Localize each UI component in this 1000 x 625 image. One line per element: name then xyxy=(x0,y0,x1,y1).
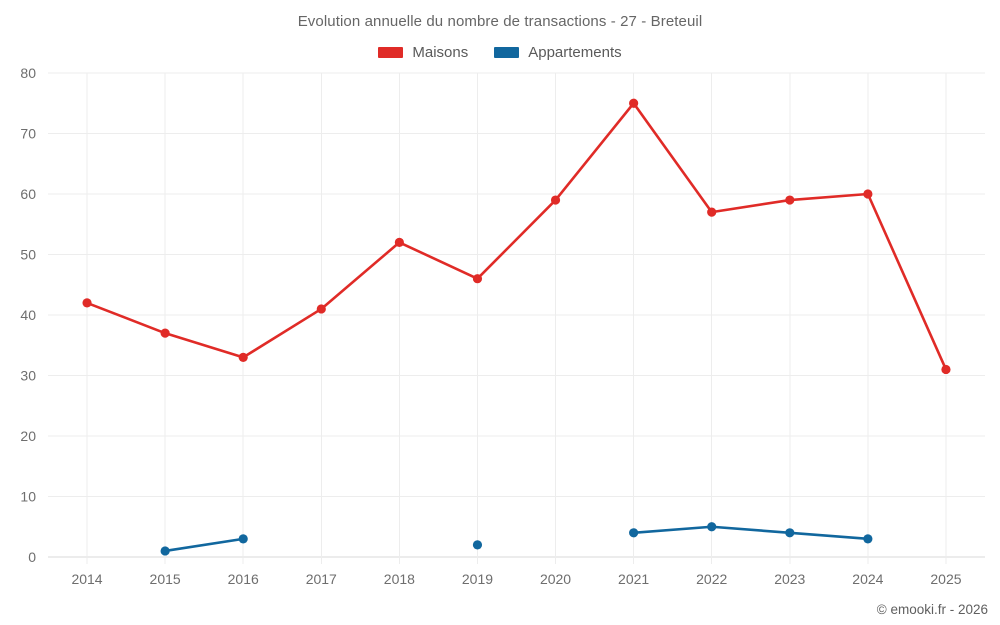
legend-item-appartements[interactable]: Appartements xyxy=(494,44,622,61)
svg-text:2017: 2017 xyxy=(306,571,337,587)
svg-text:2025: 2025 xyxy=(930,571,961,587)
svg-text:2021: 2021 xyxy=(618,571,649,587)
chart-legend: Maisons Appartements xyxy=(0,44,1000,61)
legend-item-maisons[interactable]: Maisons xyxy=(378,44,468,61)
svg-text:2024: 2024 xyxy=(852,571,883,587)
footer-credit: © emooki.fr - 2026 xyxy=(876,602,988,617)
horizontal-gridlines xyxy=(48,72,985,558)
legend-label-maisons: Maisons xyxy=(412,44,469,61)
vertical-gridlines xyxy=(86,73,947,564)
svg-text:2022: 2022 xyxy=(696,571,727,587)
svg-text:2015: 2015 xyxy=(150,571,181,587)
legend-swatch-appartements xyxy=(494,47,520,58)
legend-label-appartements: Appartements xyxy=(528,44,622,61)
svg-text:30: 30 xyxy=(20,368,36,384)
chart-title: Evolution annuelle du nombre de transact… xyxy=(297,13,703,30)
data-series-layer xyxy=(82,98,951,556)
svg-text:10: 10 xyxy=(20,489,36,505)
legend-swatch-maisons xyxy=(378,47,404,58)
svg-text:70: 70 xyxy=(20,126,36,142)
svg-text:0: 0 xyxy=(28,549,36,565)
svg-text:80: 80 xyxy=(20,65,36,81)
y-axis-tick-labels: 0 10 20 30 40 50 60 70 80 xyxy=(20,65,36,565)
svg-text:2016: 2016 xyxy=(228,571,259,587)
svg-text:50: 50 xyxy=(20,247,36,263)
svg-text:40: 40 xyxy=(20,307,36,323)
svg-text:2023: 2023 xyxy=(774,571,805,587)
svg-text:60: 60 xyxy=(20,186,36,202)
x-axis-tick-labels: 2014 2015 2016 2017 2018 2019 2020 2021 2022 2023… xyxy=(71,571,961,587)
svg-text:2019: 2019 xyxy=(462,571,493,587)
svg-text:20: 20 xyxy=(20,428,36,444)
svg-text:2014: 2014 xyxy=(71,571,102,587)
svg-text:2020: 2020 xyxy=(540,571,571,587)
svg-text:2018: 2018 xyxy=(384,571,415,587)
